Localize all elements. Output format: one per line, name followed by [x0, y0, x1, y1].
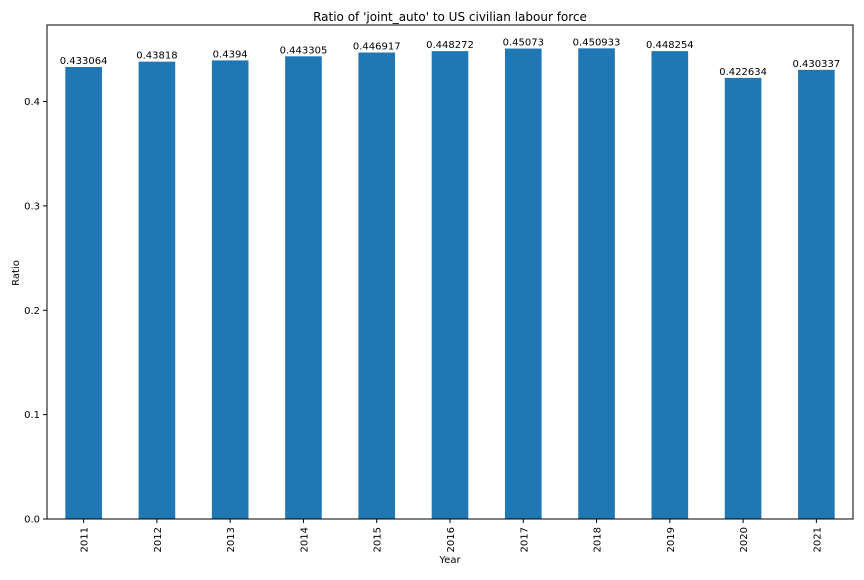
x-tick-label-2019: 2019 — [666, 527, 677, 552]
y-axis: 0.0 0.1 0.2 0.3 0.4 — [24, 97, 47, 526]
x-tick-label-2011: 2011 — [80, 527, 91, 552]
value-label-2012: 0.43818 — [136, 51, 177, 62]
y-tick-label-0.2: 0.2 — [24, 306, 40, 317]
bar-2018 — [578, 48, 615, 520]
value-label-2011: 0.433064 — [60, 56, 108, 67]
value-label-2021: 0.430337 — [793, 59, 841, 70]
x-tick-label-2013: 2013 — [226, 527, 237, 552]
value-label-2014: 0.443305 — [280, 45, 328, 56]
chart-title: Ratio of 'joint_auto' to US civilian lab… — [313, 10, 587, 24]
x-tick-label-2015: 2015 — [373, 527, 384, 552]
x-tick-label-2016: 2016 — [446, 527, 457, 552]
value-label-2016: 0.448272 — [426, 40, 474, 51]
value-label-2019: 0.448254 — [646, 40, 694, 51]
bar-2013 — [211, 60, 249, 520]
bar-2012 — [138, 61, 176, 519]
value-labels-layer: 0.433064 0.43818 0.4394 0.443305 0.446917 0.4… — [60, 37, 840, 78]
y-tick-label-0.1: 0.1 — [24, 410, 40, 421]
value-label-2015: 0.446917 — [353, 42, 401, 53]
bar-2019 — [651, 51, 689, 520]
x-tick-label-2018: 2018 — [593, 527, 604, 552]
bar-2021 — [798, 69, 835, 519]
x-tick-label-2014: 2014 — [299, 527, 310, 552]
bar-2017 — [504, 48, 542, 520]
bar-2016 — [431, 51, 469, 519]
value-label-2020: 0.422634 — [719, 67, 767, 78]
value-label-2013: 0.4394 — [213, 49, 248, 60]
x-tick-label-2017: 2017 — [519, 527, 530, 552]
x-tick-label-2020: 2020 — [739, 527, 750, 552]
x-axis-label: Year — [438, 555, 461, 566]
plot-frame — [46, 24, 854, 520]
bars-layer — [65, 48, 835, 520]
bar-2020 — [724, 77, 762, 520]
y-tick-label-0.0: 0.0 — [24, 515, 40, 526]
x-axis: 2011 2012 2013 2014 2015 2016 2017 2018 2019 2020… — [80, 519, 823, 552]
x-tick-label-2021: 2021 — [812, 527, 823, 552]
value-label-2018: 0.450933 — [573, 37, 621, 48]
bar-2015 — [358, 52, 396, 520]
x-tick-label-2012: 2012 — [153, 527, 164, 552]
y-axis-label: Ratio — [11, 260, 22, 286]
y-tick-label-0.3: 0.3 — [24, 201, 40, 212]
bar-2014 — [285, 56, 322, 519]
y-tick-label-0.4: 0.4 — [24, 97, 40, 108]
value-label-2017: 0.45073 — [503, 38, 544, 49]
bar-2011 — [65, 66, 102, 520]
